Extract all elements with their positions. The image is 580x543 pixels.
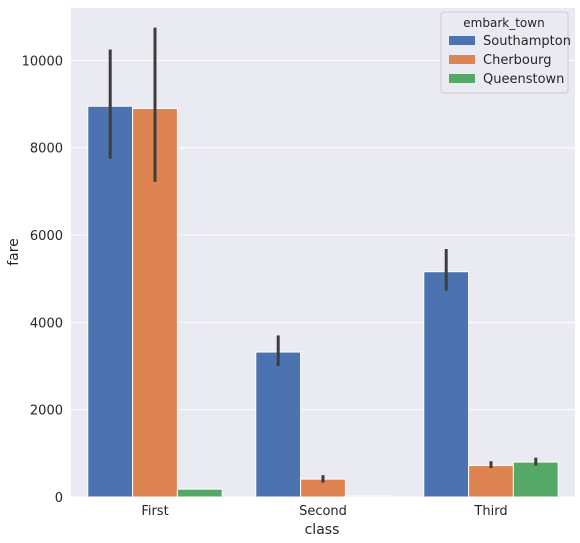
y-tick-label: 0 bbox=[55, 491, 63, 506]
legend-label: Cherbourg bbox=[483, 53, 551, 68]
y-tick-label: 10000 bbox=[22, 54, 63, 69]
bar bbox=[423, 271, 470, 498]
legend-title: embark_town bbox=[463, 16, 544, 30]
legend-box bbox=[440, 11, 569, 94]
error-bars bbox=[108, 27, 538, 483]
legend-swatch bbox=[449, 55, 475, 64]
x-tick-label: Third bbox=[473, 504, 507, 519]
bar bbox=[468, 465, 514, 498]
bars bbox=[87, 105, 559, 498]
y-tick-label: 2000 bbox=[30, 404, 63, 419]
x-tick-label: Second bbox=[299, 504, 347, 519]
x-axis-ticks: First Second Third bbox=[141, 504, 507, 519]
legend-items: Southampton Cherbourg Queenstown bbox=[449, 34, 571, 87]
legend: embark_town Southampton Cherbourg Queensto… bbox=[440, 11, 571, 94]
y-tick-label: 4000 bbox=[30, 316, 63, 331]
y-axis-title: fare bbox=[6, 238, 22, 266]
x-tick-label: First bbox=[141, 504, 168, 519]
legend-label: Southampton bbox=[483, 34, 571, 49]
y-tick-label: 8000 bbox=[30, 142, 63, 157]
y-tick-label: 6000 bbox=[30, 229, 63, 244]
bar bbox=[512, 461, 559, 498]
legend-swatch bbox=[449, 36, 475, 45]
bar bbox=[255, 351, 302, 498]
x-axis-title: class bbox=[305, 522, 340, 538]
bar bbox=[87, 105, 134, 498]
legend-swatch bbox=[449, 74, 475, 83]
legend-label: Queenstown bbox=[483, 72, 564, 87]
bar bbox=[176, 488, 223, 498]
y-axis-ticks: 0 2000 4000 6000 8000 10000 bbox=[22, 54, 63, 506]
bar bbox=[344, 495, 391, 498]
